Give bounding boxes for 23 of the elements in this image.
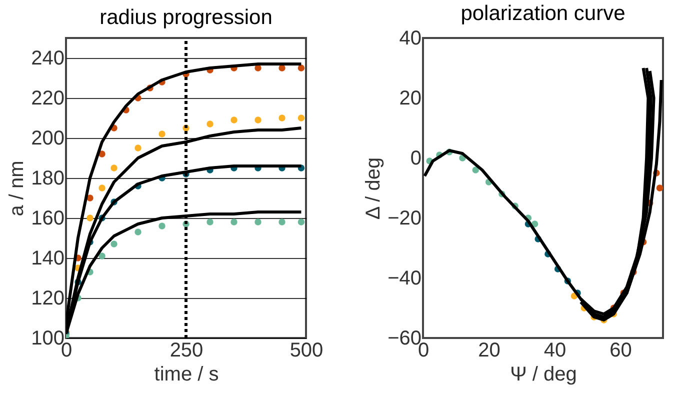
- y-tick-label: 180: [31, 168, 64, 190]
- y-tick-label: 200: [31, 128, 64, 150]
- y-tick-label: −20: [388, 208, 422, 230]
- y-tick-label: 220: [31, 88, 64, 110]
- y-tick-label: 140: [31, 248, 64, 270]
- x-tick-label: 60: [610, 340, 632, 362]
- y-axis-title: Δ / deg: [362, 157, 385, 220]
- y-axis-title: a / nm: [6, 160, 28, 216]
- x-tick-label: 20: [478, 340, 500, 362]
- x-tick-label: 250: [170, 340, 204, 362]
- x-axis-title: time / s: [154, 364, 219, 386]
- y-tick-label: 120: [31, 288, 64, 310]
- y-tick-label: −40: [388, 268, 422, 290]
- y-tick-label: 40: [399, 28, 422, 50]
- chart-title: polarization curve: [460, 2, 626, 25]
- y-tick-label: 0: [410, 148, 422, 170]
- y-tick-label: 240: [31, 48, 64, 70]
- chart-title: radius progression: [100, 6, 272, 29]
- x-tick-label: 500: [290, 340, 324, 362]
- x-axis-title: Ψ / deg: [510, 364, 577, 386]
- y-tick-label: 160: [31, 208, 64, 230]
- x-tick-label: 40: [544, 340, 566, 362]
- y-tick-label: 20: [399, 88, 422, 110]
